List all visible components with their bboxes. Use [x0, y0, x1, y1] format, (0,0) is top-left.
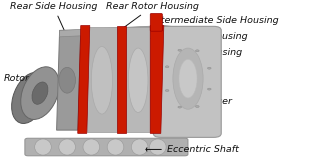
Ellipse shape	[35, 139, 51, 155]
FancyBboxPatch shape	[150, 14, 162, 31]
Text: Eccentric Shaft: Eccentric Shaft	[146, 145, 239, 154]
Ellipse shape	[196, 50, 199, 52]
Text: Front Rotor Housing: Front Rotor Housing	[152, 32, 247, 53]
FancyBboxPatch shape	[25, 138, 188, 156]
Ellipse shape	[178, 49, 182, 51]
Polygon shape	[87, 27, 117, 132]
Polygon shape	[117, 26, 126, 133]
Polygon shape	[78, 26, 90, 133]
Polygon shape	[60, 26, 212, 37]
Ellipse shape	[178, 106, 182, 108]
Text: Rear Rotor Housing: Rear Rotor Housing	[106, 2, 199, 32]
Ellipse shape	[21, 67, 59, 119]
Text: Intermediate Side Housing: Intermediate Side Housing	[143, 16, 278, 42]
Ellipse shape	[165, 89, 169, 91]
Text: Front Side Housing: Front Side Housing	[152, 48, 242, 66]
Ellipse shape	[107, 139, 124, 155]
Ellipse shape	[179, 59, 197, 98]
Text: Rear Side Housing: Rear Side Housing	[10, 2, 97, 34]
Ellipse shape	[149, 139, 166, 155]
Ellipse shape	[128, 48, 148, 112]
Text: Front Cover: Front Cover	[167, 97, 232, 106]
Ellipse shape	[32, 82, 48, 104]
Ellipse shape	[131, 139, 148, 155]
Ellipse shape	[165, 66, 169, 68]
Ellipse shape	[11, 72, 47, 124]
Polygon shape	[126, 27, 150, 132]
Ellipse shape	[196, 106, 199, 107]
Ellipse shape	[207, 67, 211, 69]
Text: Rotors: Rotors	[4, 74, 35, 88]
Ellipse shape	[59, 67, 75, 93]
Ellipse shape	[207, 88, 211, 90]
Polygon shape	[57, 30, 81, 130]
Ellipse shape	[173, 48, 203, 109]
FancyBboxPatch shape	[153, 26, 221, 137]
Ellipse shape	[83, 139, 100, 155]
Ellipse shape	[22, 88, 37, 108]
Ellipse shape	[91, 46, 113, 114]
Polygon shape	[150, 26, 164, 133]
Ellipse shape	[59, 139, 75, 155]
